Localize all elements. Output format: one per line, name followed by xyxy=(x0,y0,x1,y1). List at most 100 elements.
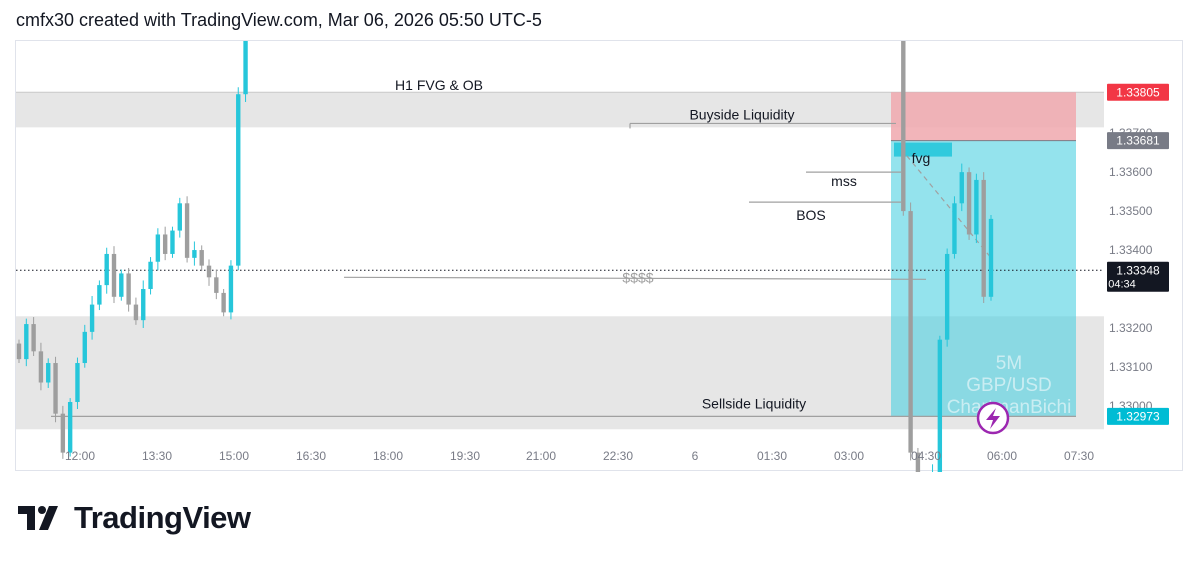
candle-body xyxy=(148,261,153,290)
candle xyxy=(75,357,80,410)
candle xyxy=(221,289,226,317)
candle-body xyxy=(228,265,234,313)
candle-body xyxy=(937,339,943,473)
price-label-bg xyxy=(1107,132,1169,150)
candle xyxy=(937,335,943,477)
price-label-bg xyxy=(1107,261,1169,292)
time-tick-label: 6 xyxy=(692,449,699,463)
candle xyxy=(104,247,109,294)
price-tick-label: 1.33500 xyxy=(1109,204,1153,218)
candle-body xyxy=(243,0,248,95)
price-tick-label: 1.33200 xyxy=(1109,321,1153,335)
candle-body xyxy=(67,401,73,453)
price-label-value: 1.33348 xyxy=(1116,263,1160,277)
candle xyxy=(97,280,102,311)
candle xyxy=(141,280,146,328)
time-axis: 12:00 13:30 15:00 16:30 18:00 19:30 21:00 22:30… xyxy=(65,449,1094,463)
time-tick-label: 04:30 xyxy=(911,449,941,463)
candle xyxy=(162,226,168,261)
replay-badge[interactable] xyxy=(976,401,1010,435)
candle-body xyxy=(31,324,36,352)
candle xyxy=(192,241,197,266)
time-tick-label: 21:00 xyxy=(526,449,556,463)
candle xyxy=(126,267,131,312)
candle-body xyxy=(221,292,226,313)
time-tick-label: 06:00 xyxy=(987,449,1017,463)
stop-loss-zone xyxy=(891,92,1076,141)
candle-body xyxy=(908,211,913,453)
candle xyxy=(206,259,212,286)
price-label-bg xyxy=(1107,407,1169,425)
bos-label: BOS xyxy=(796,207,826,223)
time-tick-label: 13:30 xyxy=(142,449,172,463)
time-tick-label: 07:30 xyxy=(1064,449,1094,463)
candle-body xyxy=(214,277,219,293)
candle xyxy=(133,297,139,325)
fvg-box xyxy=(894,142,952,157)
price-label: 1.33681 xyxy=(1107,132,1169,150)
candle-body xyxy=(974,179,979,235)
candle xyxy=(199,245,204,272)
tradingview-logo[interactable]: TradingView xyxy=(18,500,251,536)
chart-credit: cmfx30 created with TradingView.com, Mar… xyxy=(16,10,542,30)
candle xyxy=(908,202,913,461)
candle xyxy=(111,246,117,304)
sweep-line xyxy=(343,276,927,280)
candle-body xyxy=(89,304,95,332)
price-label-value: 1.33805 xyxy=(1116,85,1160,99)
price-label-value: 1.32973 xyxy=(1116,409,1160,423)
candle xyxy=(60,405,66,459)
candle-body xyxy=(97,285,102,305)
fvg-label: fvg xyxy=(912,150,931,166)
candle xyxy=(155,228,161,271)
candle xyxy=(236,87,241,271)
candle-body xyxy=(111,253,117,297)
candle-body xyxy=(60,413,66,453)
price-tick-label: 1.33600 xyxy=(1109,165,1153,179)
watermark-line: GBP/USD xyxy=(966,375,1052,396)
candle-body xyxy=(944,253,950,340)
time-tick-label: 01:30 xyxy=(757,449,787,463)
candle-body xyxy=(177,203,182,231)
candle-body xyxy=(53,363,58,414)
chart-frame[interactable]: 5M GBP/USD ChartmanBichi H1 FVG & OB Buysid… xyxy=(15,0,1184,563)
candle-body xyxy=(133,304,139,321)
candle-body xyxy=(46,363,51,383)
candle xyxy=(214,269,219,300)
candle-body xyxy=(38,351,44,383)
time-tick-label: 19:30 xyxy=(450,449,480,463)
candle-body xyxy=(206,265,212,278)
candle-body xyxy=(82,331,87,364)
time-tick-label: 18:00 xyxy=(373,449,403,463)
candle-body xyxy=(104,253,109,286)
time-tick-label: 15:00 xyxy=(219,449,249,463)
candle xyxy=(930,464,935,529)
candle xyxy=(901,0,906,216)
candle-body xyxy=(959,172,964,204)
candle-body xyxy=(119,273,124,297)
sweep-label: $$$$ xyxy=(622,269,653,285)
time-tick-label: 03:00 xyxy=(834,449,864,463)
candle-body xyxy=(126,273,131,305)
candle xyxy=(67,398,73,457)
candle-body xyxy=(192,250,197,258)
price-label-value: 1.33681 xyxy=(1116,134,1160,148)
candle xyxy=(38,342,44,391)
annotation-labels: H1 FVG & OB Buyside Liquidity Sellside Liq… xyxy=(395,77,930,411)
candle-body xyxy=(901,0,906,212)
candle xyxy=(53,356,58,423)
candle xyxy=(46,358,51,388)
watermark-line: ChartmanBichi xyxy=(947,397,1072,418)
candle-body xyxy=(199,250,204,266)
flash-icon-bolt xyxy=(986,408,1000,429)
candle-body xyxy=(24,324,29,360)
candle xyxy=(16,339,22,364)
candle xyxy=(82,324,87,368)
buyside-liquidity-label: Buyside Liquidity xyxy=(689,106,794,122)
candle xyxy=(944,248,950,347)
watermark-line: 5M xyxy=(996,353,1022,374)
candle xyxy=(89,296,95,340)
time-tick-label: 16:30 xyxy=(296,449,326,463)
